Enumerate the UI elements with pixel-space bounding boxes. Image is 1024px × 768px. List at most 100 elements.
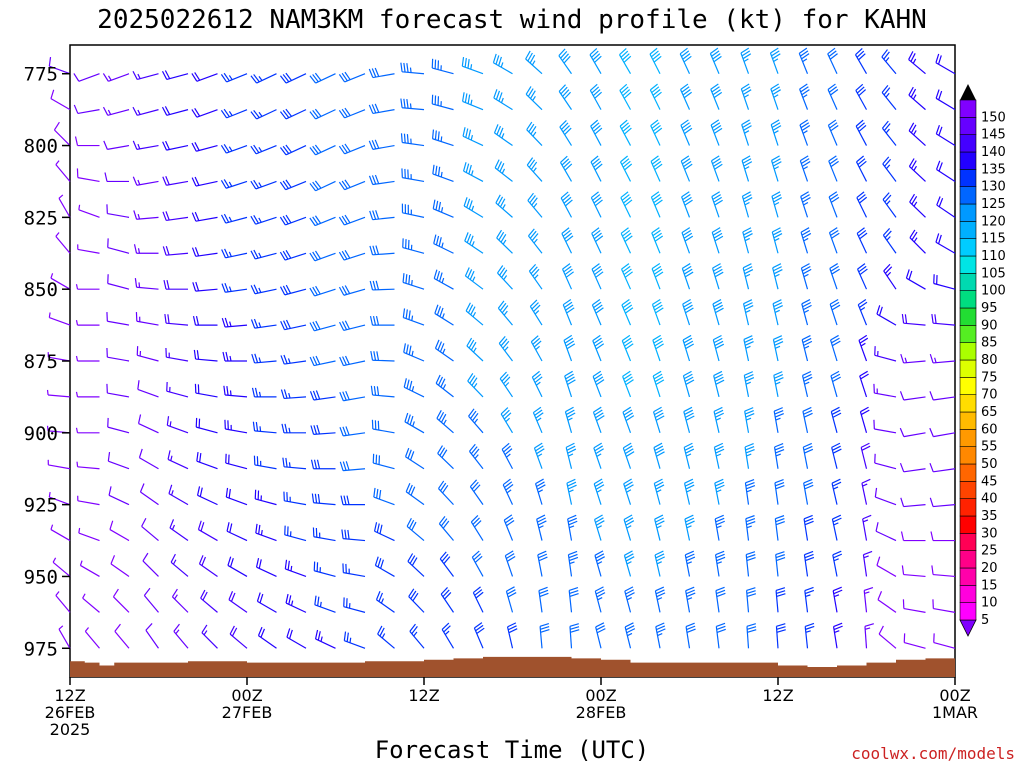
barb-full <box>878 625 884 635</box>
barb-staff <box>196 109 218 118</box>
barb-full <box>772 158 781 164</box>
barb-full <box>314 72 322 81</box>
barb-full <box>567 379 576 386</box>
colorbar-swatch <box>959 498 977 517</box>
barb-half <box>773 94 779 98</box>
barb-full <box>313 425 318 435</box>
barb-staff <box>680 89 691 110</box>
wind-barb <box>905 269 926 290</box>
barb-full <box>285 319 291 329</box>
wind-barb <box>591 298 604 326</box>
barb-half <box>502 204 506 210</box>
wind-barb <box>314 629 336 649</box>
barb-half <box>75 284 79 290</box>
barb-full <box>653 301 662 308</box>
barb-full <box>408 275 411 285</box>
barb-full <box>338 181 346 191</box>
barb-full <box>654 127 663 135</box>
barb-full <box>372 245 377 255</box>
barb-half <box>55 591 60 596</box>
wind-barb <box>682 334 695 362</box>
barb-half <box>774 309 780 313</box>
barb-half <box>532 167 537 173</box>
barb-half <box>500 97 504 103</box>
wind-barb <box>221 248 248 259</box>
barb-full <box>683 373 693 380</box>
barb-staff <box>343 396 366 402</box>
barb-full <box>743 230 753 236</box>
barb-half <box>774 273 780 278</box>
barb-staff <box>78 73 100 82</box>
barb-full <box>405 483 411 492</box>
barb-full <box>538 553 548 559</box>
wind-barb <box>740 47 752 74</box>
barb-full <box>828 86 838 93</box>
wind-barb <box>374 556 395 577</box>
barb-full <box>372 210 377 220</box>
barb-full <box>315 285 321 295</box>
barb-full <box>313 459 318 469</box>
barb-full <box>371 140 377 150</box>
terrain-fill <box>70 656 955 677</box>
wind-barb <box>589 48 602 75</box>
barb-full <box>772 125 782 131</box>
barb-staff <box>769 52 779 74</box>
barb-staff <box>680 125 691 146</box>
barb-full <box>161 106 168 116</box>
barb-full <box>132 140 138 150</box>
barb-staff <box>882 163 897 182</box>
barb-full <box>686 625 696 631</box>
barb-full <box>410 590 417 600</box>
barb-full <box>804 553 814 559</box>
y-tick-label: 875 <box>24 351 58 373</box>
wind-barb <box>432 199 454 218</box>
barb-full <box>499 198 506 208</box>
barb-full <box>712 299 722 305</box>
barb-full <box>566 478 576 484</box>
barb-full <box>309 75 317 84</box>
barb-staff <box>285 568 307 578</box>
barb-staff <box>313 432 336 435</box>
barb-staff <box>859 411 868 433</box>
barb-full <box>773 197 782 203</box>
barb-half <box>687 597 693 601</box>
barb-half <box>79 560 83 566</box>
barb-full <box>194 211 200 221</box>
barb-staff <box>620 197 632 218</box>
wind-barbs <box>46 47 956 649</box>
barb-staff <box>136 286 159 290</box>
barb-half <box>862 519 869 523</box>
barb-full <box>53 121 60 131</box>
barb-full <box>800 155 809 162</box>
wind-barb <box>740 83 752 110</box>
wind-barb <box>744 443 755 469</box>
barb-full <box>937 55 942 65</box>
barb-full <box>685 307 694 314</box>
barb-full <box>684 514 694 520</box>
barb-staff <box>196 144 218 152</box>
barb-half <box>174 594 178 600</box>
wind-barb <box>832 622 843 649</box>
wind-barb <box>405 483 425 506</box>
barb-half <box>506 489 512 494</box>
barb-full <box>714 235 724 242</box>
barb-staff <box>801 339 809 362</box>
wind-barb <box>855 155 868 182</box>
barb-staff <box>773 375 779 398</box>
wind-barb <box>372 453 395 470</box>
barb-full <box>875 522 879 532</box>
barb-full <box>408 519 415 529</box>
barb-staff <box>377 633 395 649</box>
barb-staff <box>49 496 71 506</box>
barb-full <box>529 54 536 64</box>
wind-barb <box>402 273 425 290</box>
wind-barb <box>338 107 366 119</box>
wind-barb <box>827 119 839 146</box>
barb-staff <box>621 268 632 290</box>
barb-full <box>282 285 289 295</box>
wind-barb <box>901 565 926 578</box>
wind-barb <box>908 51 926 75</box>
barb-staff <box>621 304 632 326</box>
barb-staff <box>742 231 750 254</box>
barb-full <box>465 302 471 312</box>
